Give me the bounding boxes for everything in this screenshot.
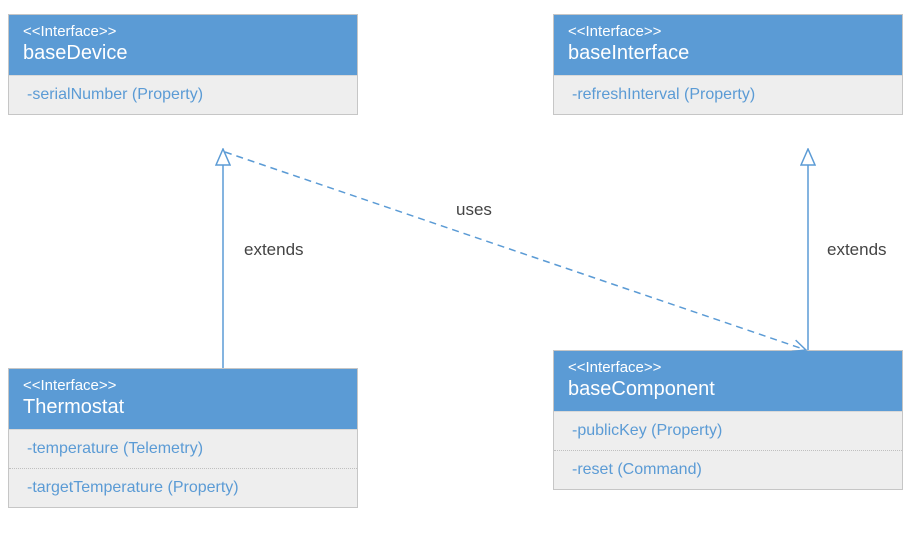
stereotype: <<Interface>>	[23, 23, 343, 40]
edge-uses	[225, 152, 806, 350]
uml-box-base-device: <<Interface>> baseDevice -serialNumber (…	[8, 14, 358, 115]
uml-member: -targetTemperature (Property)	[9, 468, 357, 507]
uml-box-thermostat: <<Interface>> Thermostat -temperature (T…	[8, 368, 358, 508]
uml-member: -reset (Command)	[554, 450, 902, 489]
edge-label-uses: uses	[456, 200, 492, 220]
class-title: baseComponent	[568, 378, 888, 401]
stereotype: <<Interface>>	[568, 359, 888, 376]
uml-header: <<Interface>> baseComponent	[554, 351, 902, 411]
class-title: baseDevice	[23, 42, 343, 65]
edge-label-extends-left: extends	[244, 240, 304, 260]
uml-header: <<Interface>> baseInterface	[554, 15, 902, 75]
uml-header: <<Interface>> baseDevice	[9, 15, 357, 75]
edge-label-extends-right: extends	[827, 240, 887, 260]
stereotype: <<Interface>>	[568, 23, 888, 40]
uml-member: -serialNumber (Property)	[9, 75, 357, 114]
class-title: Thermostat	[23, 396, 343, 419]
uml-member: -temperature (Telemetry)	[9, 429, 357, 468]
uml-box-base-interface: <<Interface>> baseInterface -refreshInte…	[553, 14, 903, 115]
uml-member: -refreshInterval (Property)	[554, 75, 902, 114]
uml-box-base-component: <<Interface>> baseComponent -publicKey (…	[553, 350, 903, 490]
uml-member: -publicKey (Property)	[554, 411, 902, 450]
class-title: baseInterface	[568, 42, 888, 65]
stereotype: <<Interface>>	[23, 377, 343, 394]
uml-header: <<Interface>> Thermostat	[9, 369, 357, 429]
